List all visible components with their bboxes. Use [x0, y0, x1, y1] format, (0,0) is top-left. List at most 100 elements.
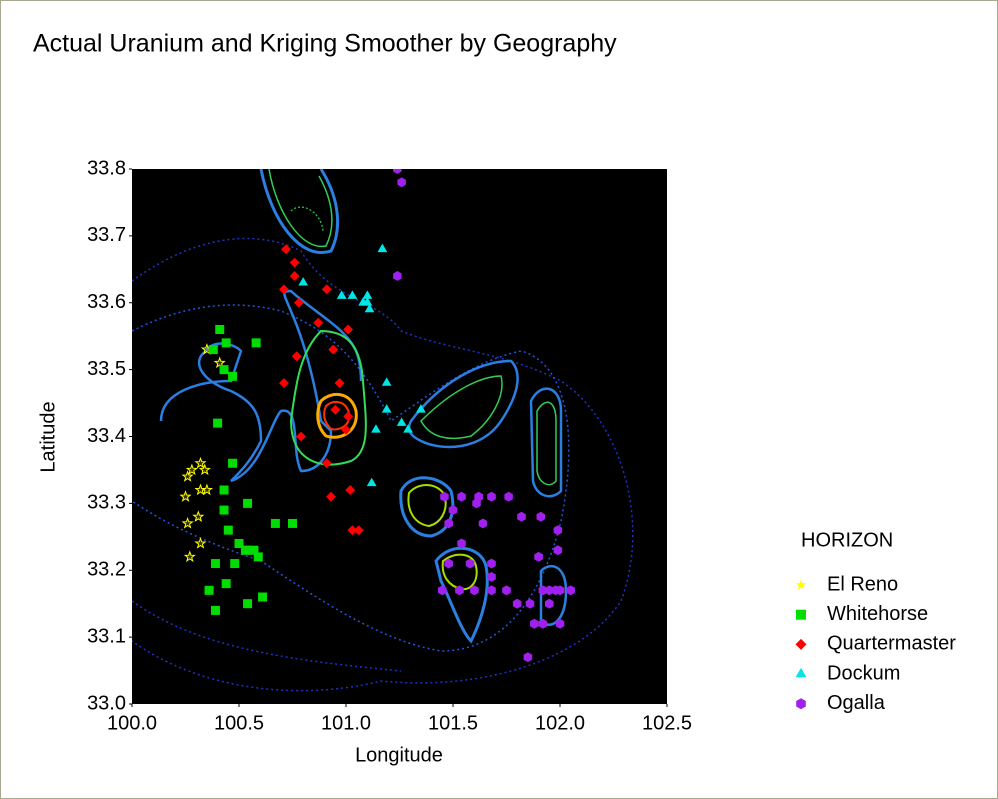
- plot-area: [132, 169, 667, 704]
- legend-title: HORIZON: [801, 529, 893, 551]
- point: [472, 498, 481, 509]
- y-tick-label: 33.2: [87, 559, 126, 581]
- point: [219, 485, 229, 495]
- point: [470, 585, 479, 596]
- point: [525, 598, 535, 609]
- y-tick-label: 33.7: [87, 224, 126, 246]
- point: [213, 356, 226, 369]
- point: [294, 297, 304, 308]
- point: [208, 345, 218, 355]
- point: [215, 325, 225, 334]
- point: [358, 297, 368, 306]
- point: [416, 404, 426, 413]
- point: [555, 618, 565, 629]
- point: [553, 545, 563, 556]
- point: [258, 592, 268, 602]
- point: [530, 618, 539, 629]
- point: [228, 371, 238, 381]
- legend-marker: [796, 698, 806, 710]
- y-axis-label: Latitude: [37, 401, 59, 472]
- point: [270, 518, 280, 528]
- point: [183, 550, 196, 563]
- point: [438, 585, 447, 596]
- point: [279, 284, 289, 295]
- point: [334, 378, 345, 388]
- point: [512, 598, 522, 609]
- point: [444, 558, 453, 569]
- point: [210, 559, 220, 569]
- point: [223, 525, 233, 535]
- point: [336, 290, 347, 299]
- legend-marker: [795, 667, 807, 678]
- point: [455, 585, 464, 596]
- point: [393, 271, 402, 281]
- legend-label: El Reno: [827, 573, 898, 595]
- point: [345, 485, 356, 495]
- point: [230, 559, 240, 569]
- point: [194, 456, 207, 469]
- point: [341, 424, 351, 435]
- point: [228, 458, 238, 468]
- point: [321, 284, 332, 295]
- point: [243, 599, 253, 609]
- y-tick-label: 33.3: [87, 492, 126, 514]
- point: [330, 404, 341, 415]
- point: [347, 290, 358, 299]
- point: [371, 424, 381, 433]
- legend-marker: [795, 579, 807, 590]
- point: [185, 463, 198, 476]
- point: [381, 404, 392, 413]
- point: [328, 344, 339, 355]
- point: [487, 585, 496, 596]
- point: [326, 491, 336, 502]
- y-tick-label: 33.8: [87, 157, 126, 179]
- point: [253, 552, 263, 562]
- point: [545, 598, 554, 609]
- chart-title: Actual Uranium and Kriging Smoother by G…: [33, 30, 617, 58]
- point: [234, 539, 244, 548]
- point: [296, 431, 306, 442]
- point: [381, 377, 392, 386]
- legend-label: Dockum: [827, 662, 900, 684]
- point: [440, 491, 449, 502]
- point: [343, 324, 354, 335]
- point: [289, 257, 300, 268]
- point: [298, 277, 309, 286]
- y-tick-label: 33.1: [87, 625, 126, 647]
- point: [566, 585, 575, 596]
- point: [538, 618, 548, 629]
- point: [444, 518, 453, 529]
- x-tick-label: 102.5: [642, 712, 692, 734]
- point: [362, 290, 373, 299]
- y-tick-label: 33.5: [87, 358, 126, 380]
- y-tick-label: 33.0: [87, 692, 126, 714]
- x-tick-label: 100.0: [107, 712, 157, 734]
- x-tick-label: 100.5: [214, 712, 264, 734]
- point: [210, 605, 220, 615]
- legend-label: Whitehorse: [827, 603, 928, 625]
- point: [536, 511, 545, 522]
- x-tick-label: 101.0: [321, 712, 371, 734]
- point: [553, 525, 563, 536]
- point: [321, 458, 332, 469]
- point: [213, 418, 223, 428]
- points: [179, 169, 575, 663]
- point: [377, 243, 388, 253]
- x-tick-label: 102.0: [535, 712, 585, 734]
- point: [502, 585, 511, 596]
- point: [366, 477, 377, 487]
- point: [393, 169, 402, 174]
- point: [198, 463, 211, 476]
- point: [221, 579, 231, 589]
- point: [291, 351, 302, 362]
- legend-marker: [795, 638, 807, 650]
- point: [343, 411, 354, 422]
- point: [397, 177, 406, 188]
- legend-label: Ogalla: [827, 692, 886, 714]
- x-tick-label: 101.5: [428, 712, 478, 734]
- point: [457, 538, 466, 549]
- point: [534, 551, 543, 562]
- point: [364, 303, 375, 313]
- point: [353, 525, 364, 536]
